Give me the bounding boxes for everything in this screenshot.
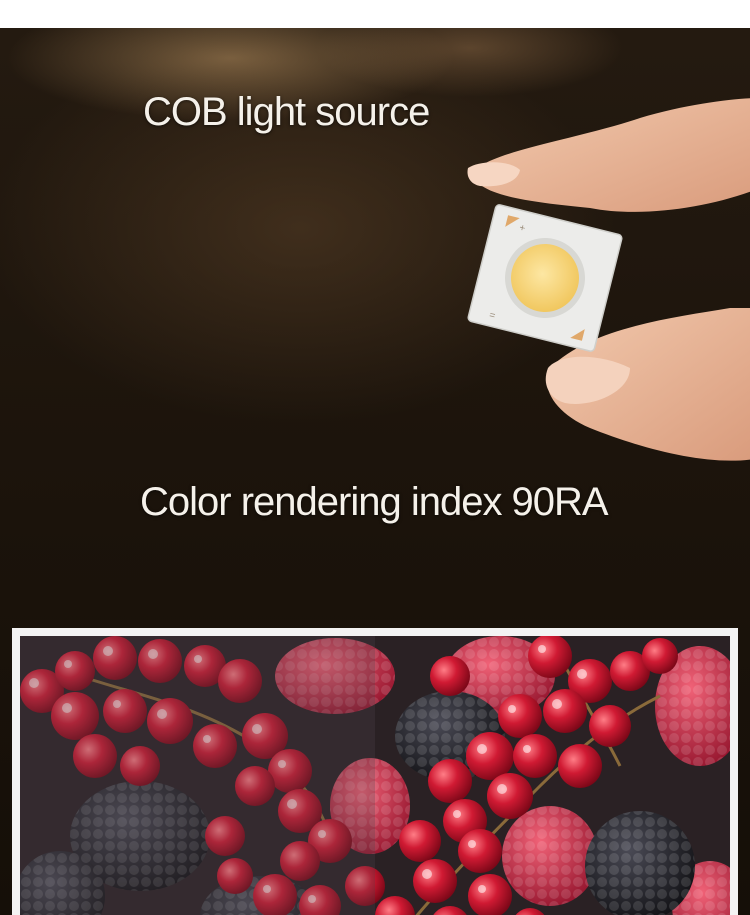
- svg-text:=: =: [488, 310, 496, 322]
- hand-holding-chip-icon: + =: [467, 98, 750, 461]
- berries-photo-frame: [12, 628, 738, 915]
- color-rendering-index-title: Color rendering index 90RA: [140, 480, 609, 524]
- berries-comparison-photo: [20, 636, 730, 915]
- berries-illustration: [20, 636, 730, 915]
- cob-light-source-title: COB light source: [143, 90, 430, 134]
- cob-led-chip-icon: + =: [467, 204, 623, 352]
- hero-banner: COB light source + = Col: [0, 28, 750, 915]
- svg-text:+: +: [518, 222, 526, 234]
